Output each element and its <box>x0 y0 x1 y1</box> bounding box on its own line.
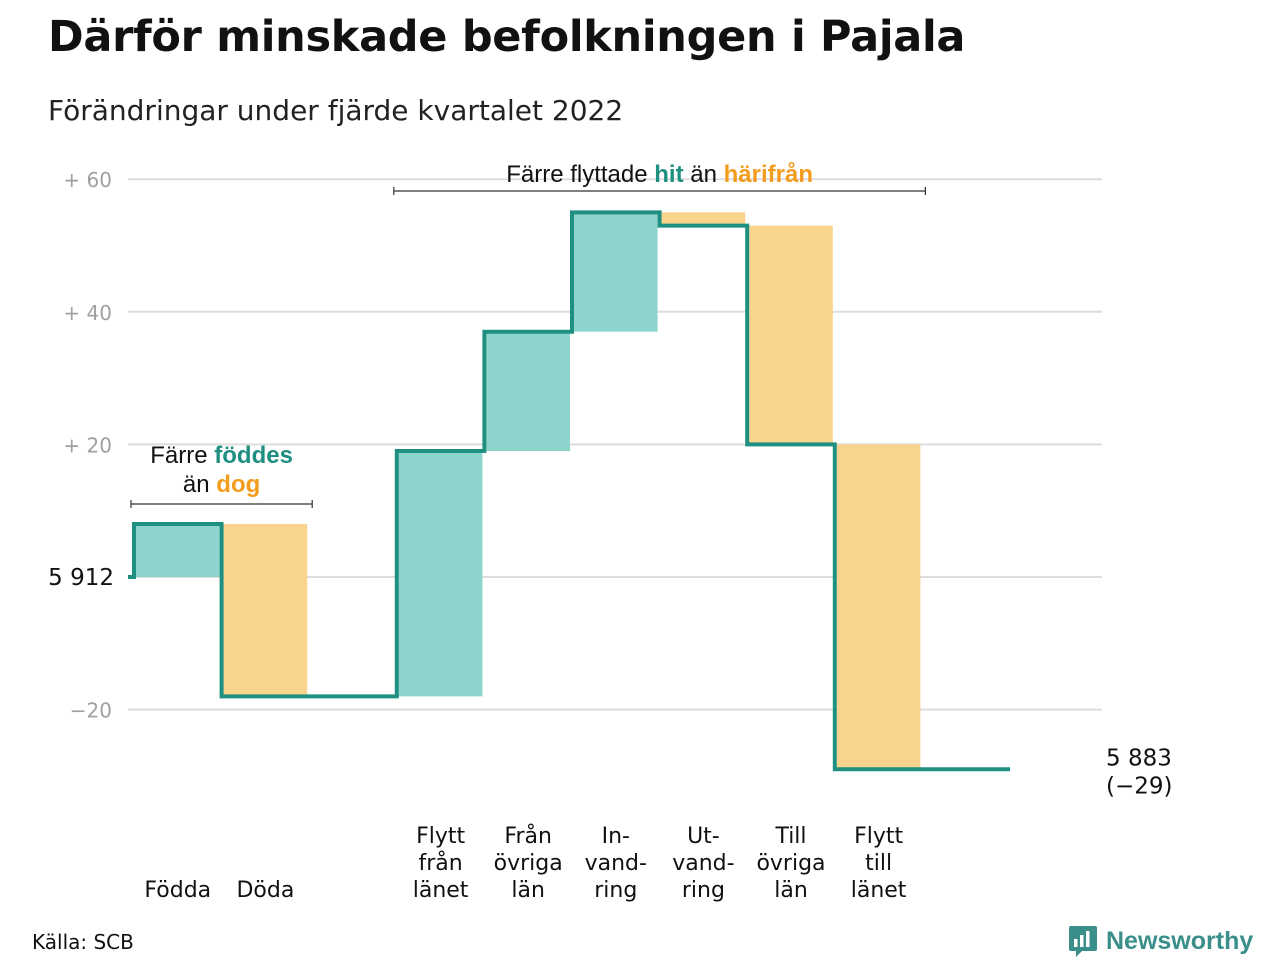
end-change-label: (−29) <box>1106 773 1172 799</box>
category-label: län <box>774 878 808 903</box>
annotation-text: dog <box>216 471 260 498</box>
category-label: Ut- <box>687 824 720 849</box>
annotation-text: Färre flyttade <box>506 161 654 188</box>
category-label: Döda <box>236 878 294 903</box>
annotation-text: Färre <box>150 442 214 469</box>
category-label: vand- <box>585 851 647 876</box>
annotation-births-line: Färre föddes <box>150 442 293 469</box>
start-value-label: 5 912 <box>48 565 114 591</box>
category-label: vand- <box>672 851 734 876</box>
source-note: Källa: SCB <box>32 930 134 954</box>
category-label: Till <box>774 824 806 849</box>
category-label: län <box>511 878 545 903</box>
category-label: Flytt <box>854 824 903 849</box>
bar-från-övriga-län <box>486 332 570 451</box>
category-label: ring <box>682 878 725 903</box>
y-tick-label: + 40 <box>63 301 112 325</box>
newsworthy-brand[interactable]: Newsworthy <box>1068 924 1253 958</box>
bar-till-övriga-län <box>749 226 833 445</box>
category-label: ring <box>594 878 637 903</box>
y-tick-label: −20 <box>70 699 112 723</box>
y-tick-label: + 60 <box>63 168 112 192</box>
end-value-label: 5 883 <box>1106 745 1172 771</box>
annotation-moves-line: Färre flyttade hit än härifrån <box>506 161 813 188</box>
annotation-text: än <box>684 161 724 188</box>
bar-döda <box>224 524 308 696</box>
bar-flytt-från-länet <box>399 451 483 696</box>
annotation-text: hit <box>654 161 683 188</box>
category-label: Från <box>504 823 552 849</box>
newsworthy-logo-icon <box>1068 924 1098 958</box>
category-label: länet <box>413 878 469 903</box>
category-label: Flytt <box>416 824 465 849</box>
annotation-text: föddes <box>214 442 293 469</box>
annotation-text: härifrån <box>724 161 813 188</box>
category-label: länet <box>851 878 907 903</box>
bar-flytt-till-länet <box>837 444 921 769</box>
category-label: övriga <box>494 851 563 876</box>
waterfall-chart: + 60+ 40+ 205 912−20Födda DödaFlyttfrånlä… <box>0 0 1280 960</box>
annotation-births-line: än dog <box>183 471 260 498</box>
category-label: från <box>418 850 462 876</box>
bar-in-vand-ring <box>574 212 658 331</box>
annotation-text: än <box>183 471 216 498</box>
category-label: Födda <box>144 878 211 903</box>
brand-name: Newsworthy <box>1106 927 1253 956</box>
bar-födda <box>136 524 220 577</box>
y-tick-label: + 20 <box>63 433 112 457</box>
category-label: övriga <box>756 851 825 876</box>
category-label: In- <box>602 824 630 849</box>
category-label: till <box>865 851 892 876</box>
